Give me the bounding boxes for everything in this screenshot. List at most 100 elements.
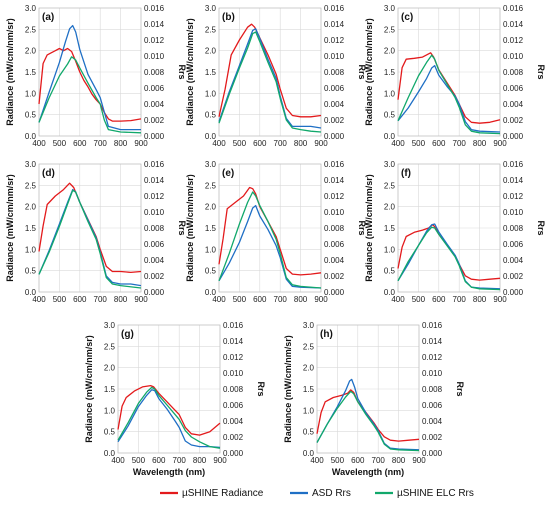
x-tick-label: 900	[134, 295, 148, 304]
y-right-tick-label: 0.006	[324, 84, 345, 93]
y-right-tick-label: 0.004	[422, 417, 443, 426]
y-left-tick-label: 0.5	[25, 111, 37, 120]
x-tick-label: 400	[310, 456, 324, 465]
x-tick-label: 800	[473, 139, 487, 148]
y-left-tick-label: 0.5	[104, 428, 116, 437]
y-left-tick-label: 1.5	[104, 385, 116, 394]
y-left-tick-label: 3.0	[384, 4, 396, 13]
x-tick-label: 800	[473, 295, 487, 304]
y-right-tick-label: 0.008	[503, 68, 524, 77]
y-left-tick-label: 2.0	[25, 47, 37, 56]
y-left-tick-label: 0.0	[25, 132, 37, 141]
plot-frame	[38, 7, 142, 137]
y-left-tick-label: 0.0	[384, 288, 396, 297]
y-left-tick-label: 3.0	[384, 160, 396, 169]
panel-label: (f)	[401, 168, 411, 179]
y-right-tick-label: 0.010	[422, 369, 443, 378]
y-right-tick-label: 0.014	[422, 337, 443, 346]
y-right-tick-label: 0.000	[223, 449, 244, 458]
plot-frame	[38, 163, 142, 293]
x-tick-label: 900	[314, 139, 328, 148]
y-left-tick-label: 1.5	[205, 68, 217, 77]
y-right-tick-label: 0.012	[324, 36, 345, 45]
legend-entry: ASD Rrs	[312, 488, 351, 499]
y-left-tick-label: 1.5	[303, 385, 315, 394]
y-right-tick-label: 0.006	[422, 401, 443, 410]
panel-label: (c)	[401, 12, 413, 23]
y-left-tick-label: 2.0	[104, 364, 116, 373]
x-tick-label: 600	[253, 139, 267, 148]
y-right-tick-label: 0.008	[144, 68, 165, 77]
y-right-axis-label: Rrs	[357, 64, 367, 79]
y-right-axis-label: Rrs	[455, 381, 465, 396]
x-tick-label: 700	[274, 139, 288, 148]
x-tick-label: 700	[274, 295, 288, 304]
y-right-tick-label: 0.002	[324, 272, 345, 281]
x-tick-label: 500	[53, 139, 67, 148]
y-right-tick-label: 0.002	[144, 116, 165, 125]
x-tick-label: 500	[53, 295, 67, 304]
y-right-tick-label: 0.004	[223, 417, 244, 426]
y-right-tick-label: 0.012	[422, 353, 443, 362]
x-tick-label: 800	[294, 295, 308, 304]
y-left-tick-label: 3.0	[104, 321, 116, 330]
y-right-axis-label: Rrs	[177, 64, 187, 79]
y-left-axis-label: Radiance (mW/cm/nm/sr)	[5, 18, 15, 126]
x-tick-label: 800	[392, 456, 406, 465]
y-right-tick-label: 0.012	[503, 192, 524, 201]
x-tick-label: 900	[493, 295, 507, 304]
panel-b: 400 500 600 700 800 900 0.0 0.5 1.0 1.5 2.0 2.5 3.0 0…	[185, 4, 367, 148]
y-left-tick-label: 1.5	[205, 224, 217, 233]
x-tick-label: 600	[152, 456, 166, 465]
y-left-tick-label: 1.0	[303, 406, 315, 415]
series-line-asd	[117, 389, 221, 449]
y-left-tick-label: 2.5	[205, 181, 217, 190]
x-tick-label: 700	[453, 295, 467, 304]
y-left-tick-label: 2.0	[205, 47, 217, 56]
y-right-tick-label: 0.000	[324, 132, 345, 141]
y-right-tick-label: 0.012	[324, 192, 345, 201]
y-left-tick-label: 2.0	[205, 203, 217, 212]
y-left-tick-label: 3.0	[303, 321, 315, 330]
panel-e: 400 500 600 700 800 900 0.0 0.5 1.0 1.5 2.0 2.5 3.0 0…	[185, 160, 367, 304]
y-right-tick-label: 0.000	[144, 288, 165, 297]
y-left-tick-label: 1.0	[205, 245, 217, 254]
y-left-axis-label: Radiance (mW/cm/nm/sr)	[185, 18, 195, 126]
x-tick-label: 900	[213, 456, 227, 465]
y-right-tick-label: 0.008	[503, 224, 524, 233]
x-tick-label: 800	[294, 139, 308, 148]
legend: µSHINE Radiance ASD Rrs µSHINE ELC Rrs	[160, 488, 474, 499]
y-left-tick-label: 2.0	[303, 364, 315, 373]
y-left-tick-label: 2.0	[384, 203, 396, 212]
panel-a: 400 500 600 700 800 900 0.0 0.5 1.0 1.5 2.0 2.5 3.0 0…	[5, 4, 187, 148]
x-tick-label: 700	[453, 139, 467, 148]
y-right-tick-label: 0.008	[422, 385, 443, 394]
plot-frame	[397, 7, 501, 137]
y-left-tick-label: 0.0	[205, 288, 217, 297]
series-line-elc	[218, 31, 322, 133]
y-right-tick-label: 0.006	[503, 240, 524, 249]
y-left-tick-label: 0.0	[104, 449, 116, 458]
y-left-tick-label: 1.0	[205, 89, 217, 98]
y-right-tick-label: 0.014	[223, 337, 244, 346]
y-right-tick-label: 0.006	[324, 240, 345, 249]
series-line-elc	[397, 226, 501, 291]
x-tick-label: 700	[372, 456, 386, 465]
y-left-tick-label: 3.0	[205, 160, 217, 169]
y-left-tick-label: 0.5	[384, 267, 396, 276]
y-right-tick-label: 0.002	[503, 272, 524, 281]
y-right-tick-label: 0.016	[144, 4, 165, 13]
plot-frame	[397, 163, 501, 293]
x-tick-label: 900	[134, 139, 148, 148]
y-right-axis-label: Rrs	[536, 220, 546, 235]
y-right-axis-label: Rrs	[357, 220, 367, 235]
series-line-radiance	[218, 23, 322, 118]
series-line-radiance	[218, 186, 322, 276]
y-left-tick-label: 3.0	[25, 4, 37, 13]
y-right-tick-label: 0.016	[324, 160, 345, 169]
y-right-tick-label: 0.000	[144, 132, 165, 141]
x-tick-label: 900	[493, 139, 507, 148]
y-left-tick-label: 1.5	[384, 224, 396, 233]
y-right-tick-label: 0.000	[503, 288, 524, 297]
